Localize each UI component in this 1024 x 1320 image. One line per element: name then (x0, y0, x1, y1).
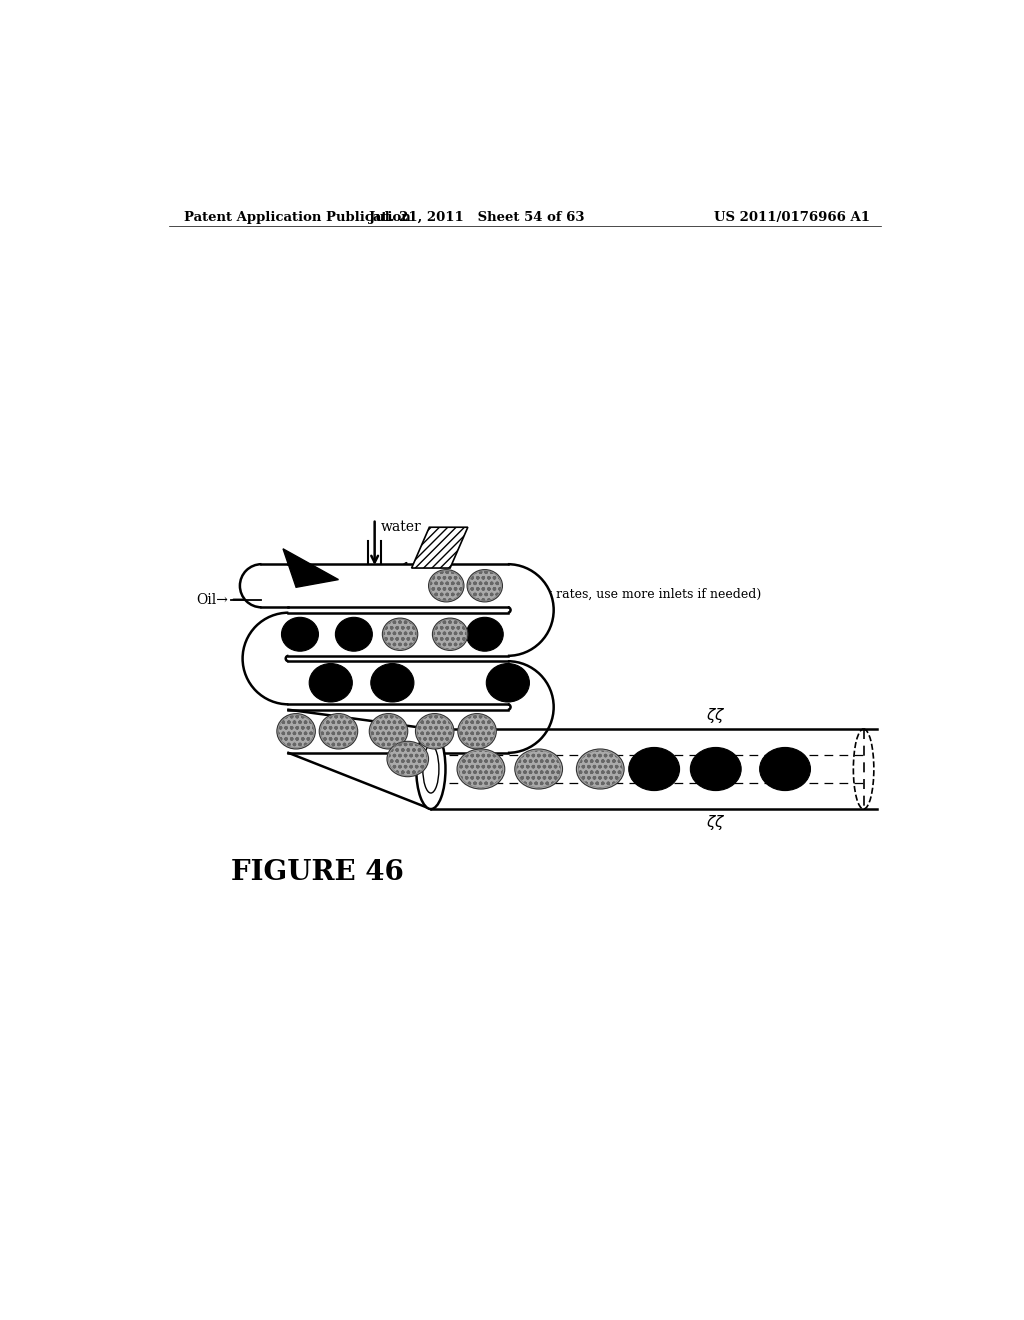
Ellipse shape (319, 714, 357, 748)
Ellipse shape (486, 664, 529, 702)
Text: precipitant: precipitant (245, 568, 323, 581)
Text: protein: protein (469, 568, 520, 581)
Bar (261, 564, 289, 607)
Text: Oil→: Oil→ (197, 593, 228, 607)
Polygon shape (289, 710, 431, 809)
Ellipse shape (466, 618, 503, 651)
Ellipse shape (457, 748, 505, 789)
Ellipse shape (282, 618, 318, 651)
Ellipse shape (382, 618, 418, 651)
Ellipse shape (690, 747, 741, 791)
Ellipse shape (309, 664, 352, 702)
Polygon shape (283, 549, 339, 587)
Text: (vary all flow rates, use more inlets if needed): (vary all flow rates, use more inlets if… (469, 589, 762, 601)
Text: water: water (381, 520, 422, 535)
Ellipse shape (416, 729, 445, 809)
Ellipse shape (515, 748, 562, 789)
Polygon shape (508, 564, 554, 656)
Polygon shape (243, 612, 289, 705)
Bar (289, 564, 508, 607)
Ellipse shape (416, 714, 454, 748)
Ellipse shape (760, 747, 810, 791)
Polygon shape (412, 527, 468, 568)
Text: $\mathit{ζζ}$: $\mathit{ζζ}$ (707, 813, 725, 833)
Ellipse shape (371, 664, 414, 702)
Ellipse shape (577, 748, 625, 789)
Text: Patent Application Publication: Patent Application Publication (184, 211, 412, 224)
Ellipse shape (370, 714, 408, 748)
Ellipse shape (276, 714, 315, 748)
Ellipse shape (432, 618, 468, 651)
Ellipse shape (467, 570, 503, 602)
Ellipse shape (629, 747, 680, 791)
Bar (289, 612, 508, 656)
Text: Jul. 21, 2011   Sheet 54 of 63: Jul. 21, 2011 Sheet 54 of 63 (370, 211, 585, 224)
Bar (289, 661, 508, 705)
Ellipse shape (423, 744, 439, 793)
Ellipse shape (458, 714, 497, 748)
Text: $\mathit{ζζ}$: $\mathit{ζζ}$ (707, 706, 725, 725)
Ellipse shape (336, 618, 373, 651)
Text: FIGURE 46: FIGURE 46 (230, 859, 403, 886)
Polygon shape (240, 564, 261, 607)
Bar (289, 710, 508, 752)
Bar (431, 729, 878, 809)
Polygon shape (508, 661, 554, 752)
Ellipse shape (429, 570, 464, 602)
Text: US 2011/0176966 A1: US 2011/0176966 A1 (714, 211, 869, 224)
Ellipse shape (387, 742, 429, 776)
